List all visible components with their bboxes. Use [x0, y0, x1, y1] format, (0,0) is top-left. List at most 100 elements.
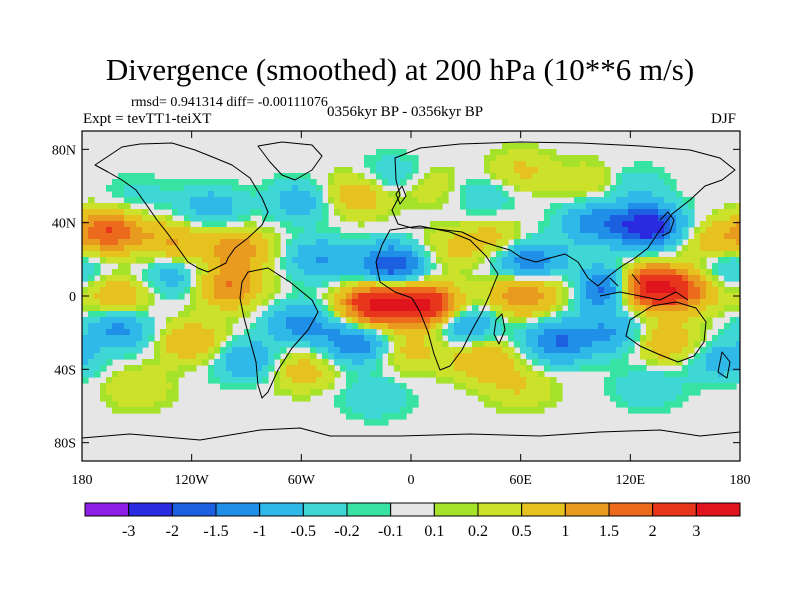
field-cell — [214, 377, 221, 384]
field-cell — [652, 179, 659, 186]
field-cell — [616, 401, 623, 408]
field-cell — [370, 185, 377, 192]
field-cell — [292, 215, 299, 222]
field-cell — [568, 263, 575, 270]
field-cell — [208, 251, 215, 258]
field-cell — [400, 305, 407, 312]
field-cell — [166, 323, 173, 330]
field-cell — [538, 263, 545, 270]
field-cell — [262, 377, 269, 384]
field-cell — [424, 347, 431, 354]
field-cell — [574, 179, 581, 186]
field-cell — [298, 251, 305, 258]
field-cell — [700, 227, 707, 234]
field-cell — [604, 377, 611, 384]
field-cell — [490, 371, 497, 378]
field-cell — [514, 161, 521, 168]
field-cell — [604, 233, 611, 240]
field-cell — [436, 353, 443, 360]
field-cell — [520, 323, 527, 330]
field-cell — [298, 245, 305, 252]
field-cell — [538, 305, 545, 312]
field-cell — [664, 323, 671, 330]
field-cell — [706, 341, 713, 348]
field-cell — [508, 221, 515, 228]
field-cell — [148, 317, 155, 324]
field-cell — [532, 239, 539, 246]
field-cell — [298, 299, 305, 306]
field-cell — [628, 371, 635, 378]
field-cell — [640, 395, 647, 402]
field-cell — [244, 245, 251, 252]
field-cell — [160, 179, 167, 186]
field-cell — [472, 263, 479, 270]
field-cell — [394, 299, 401, 306]
field-cell — [394, 245, 401, 252]
field-cell — [628, 293, 635, 300]
field-cell — [112, 287, 119, 294]
field-cell — [166, 203, 173, 210]
field-cell — [556, 233, 563, 240]
field-cell — [166, 275, 173, 282]
field-cell — [154, 341, 161, 348]
field-cell — [364, 377, 371, 384]
field-cell — [544, 263, 551, 270]
field-cell — [232, 371, 239, 378]
field-cell — [676, 263, 683, 270]
field-cell — [490, 395, 497, 402]
field-cell — [112, 293, 119, 300]
field-cell — [460, 221, 467, 228]
field-cell — [460, 323, 467, 330]
field-cell — [496, 347, 503, 354]
field-cell — [406, 407, 413, 414]
field-cell — [304, 173, 311, 180]
field-cell — [310, 281, 317, 288]
field-cell — [286, 353, 293, 360]
field-cell — [472, 251, 479, 258]
field-cell — [466, 329, 473, 336]
field-cell — [172, 281, 179, 288]
field-cell — [640, 173, 647, 180]
field-cell — [292, 329, 299, 336]
field-cell — [124, 269, 131, 276]
field-cell — [136, 317, 143, 324]
field-cell — [160, 227, 167, 234]
field-cell — [442, 377, 449, 384]
field-cell — [322, 209, 329, 216]
field-cell — [346, 209, 353, 216]
field-cell — [706, 383, 713, 390]
field-cell — [724, 323, 731, 330]
field-cell — [184, 215, 191, 222]
field-cell — [658, 263, 665, 270]
field-cell — [418, 341, 425, 348]
field-cell — [454, 371, 461, 378]
field-cell — [94, 371, 101, 378]
field-cell — [478, 365, 485, 372]
field-cell — [406, 197, 413, 204]
field-cell — [418, 185, 425, 192]
field-cell — [454, 311, 461, 318]
field-cell — [610, 305, 617, 312]
colorbar-swatch — [171, 502, 217, 517]
field-cell — [100, 341, 107, 348]
field-cell — [544, 395, 551, 402]
field-cell — [298, 185, 305, 192]
field-cell — [340, 233, 347, 240]
field-cell — [136, 305, 143, 312]
field-cell — [418, 251, 425, 258]
field-cell — [442, 263, 449, 270]
field-cell — [646, 281, 653, 288]
field-cell — [250, 299, 257, 306]
field-cell — [712, 227, 719, 234]
field-cell — [526, 389, 533, 396]
field-cell — [706, 287, 713, 294]
field-cell — [364, 161, 371, 168]
field-cell — [526, 233, 533, 240]
field-cell — [136, 407, 143, 414]
field-cell — [328, 323, 335, 330]
field-cell — [430, 281, 437, 288]
field-cell — [160, 185, 167, 192]
field-cell — [412, 395, 419, 402]
field-cell — [130, 275, 137, 282]
field-cell — [598, 275, 605, 282]
